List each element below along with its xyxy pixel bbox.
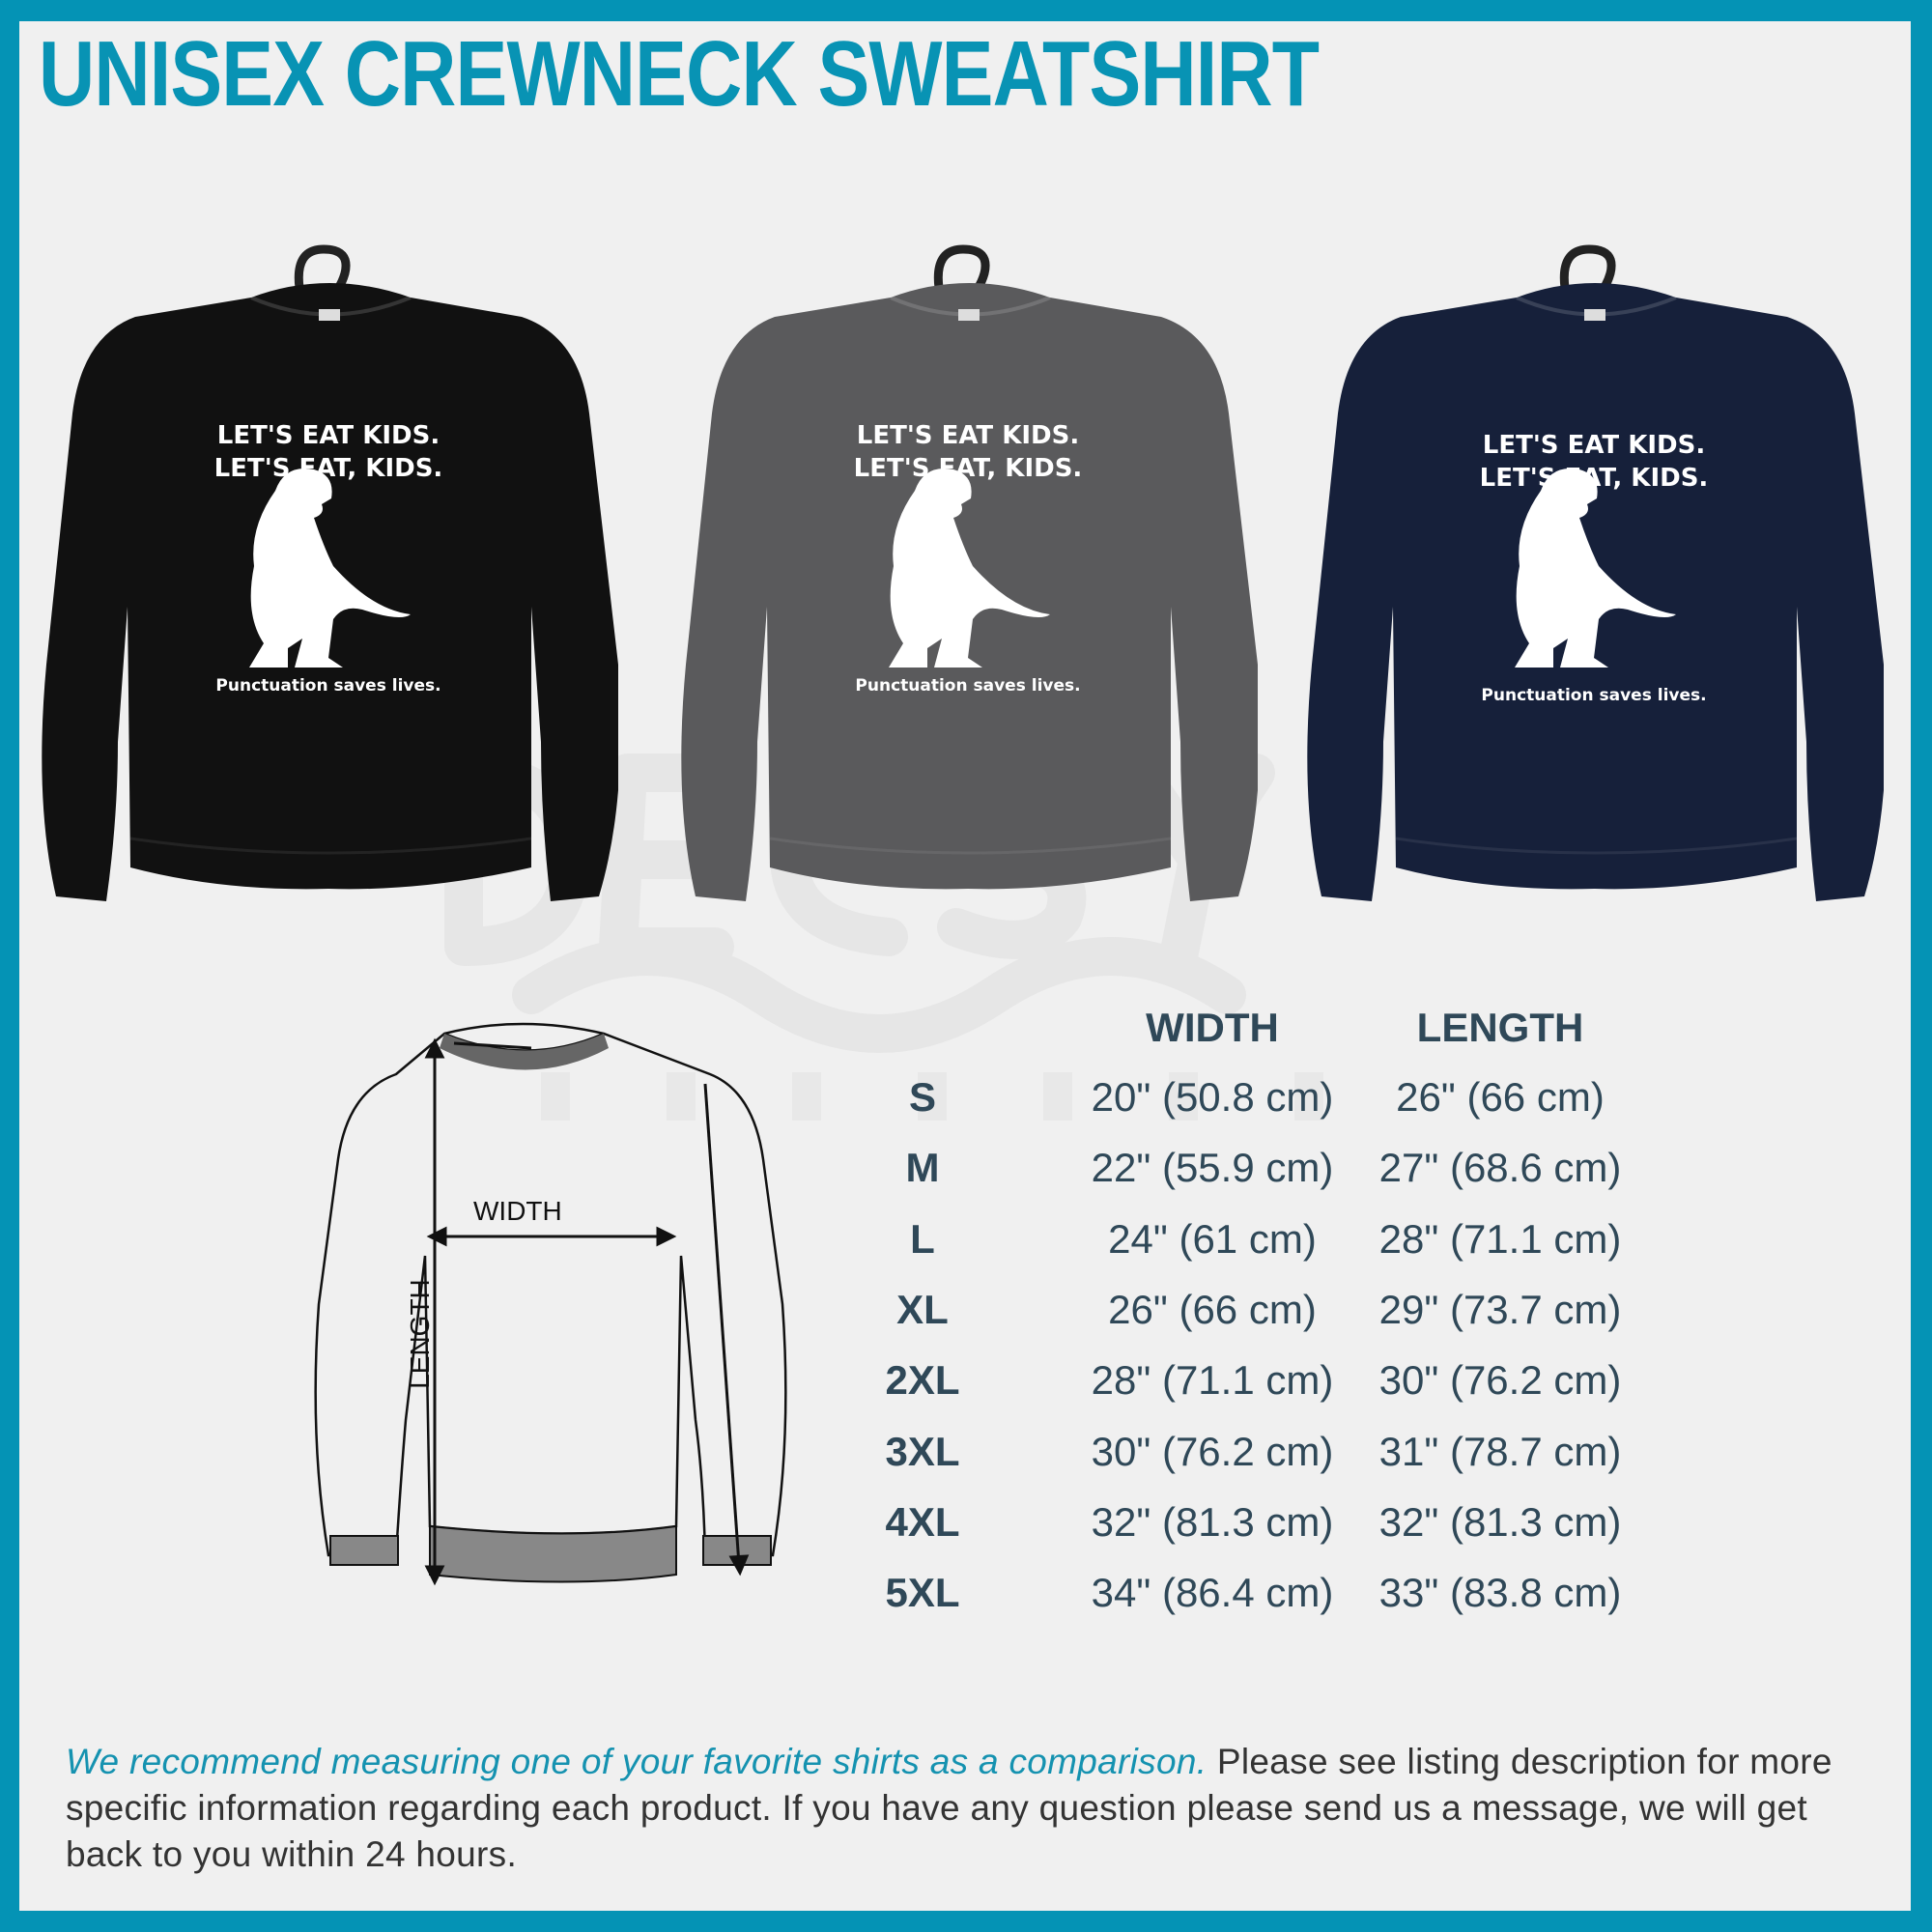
sweatshirt-black: LET'S EAT KIDS. LET'S EAT, KIDS. Punctuat… xyxy=(39,201,618,916)
table-row: XL 26" (66 cm) 29" (73.7 cm) xyxy=(850,1287,1681,1345)
size-cell: S xyxy=(908,1074,936,1120)
length-cell: 30" (76.2 cm) xyxy=(1378,1357,1622,1404)
length-cell: 33" (83.8 cm) xyxy=(1378,1570,1622,1616)
sweatshirt-outline xyxy=(314,1022,787,1586)
shirt-line-1: LET'S EAT KIDS. xyxy=(1482,431,1706,460)
table-row: S 20" (50.8 cm) 26" (66 cm) xyxy=(850,1074,1681,1132)
length-label: LENGTH xyxy=(405,1279,435,1389)
width-cell: 24" (61 cm) xyxy=(1108,1215,1317,1262)
table-row: 2XL 28" (71.1 cm) 30" (76.2 cm) xyxy=(850,1357,1681,1415)
table-row: L 24" (61 cm) 28" (71.1 cm) xyxy=(850,1216,1681,1274)
shirt-line-1: LET'S EAT KIDS. xyxy=(856,421,1080,450)
shirt-line-1: LET'S EAT KIDS. xyxy=(216,421,440,450)
size-cell: M xyxy=(905,1145,940,1191)
table-row: M 22" (55.9 cm) 27" (68.6 cm) xyxy=(850,1145,1681,1203)
shirt-caption: Punctuation saves lives. xyxy=(1481,686,1707,705)
width-label: WIDTH xyxy=(473,1196,562,1226)
length-cell: 27" (68.6 cm) xyxy=(1378,1145,1622,1191)
width-cell: 32" (81.3 cm) xyxy=(1091,1498,1334,1545)
table-header: WIDTH LENGTH xyxy=(850,1005,1681,1063)
shirt-caption: Punctuation saves lives. xyxy=(215,676,441,696)
page-title: UNISEX CREWNECK SWEATSHIRT xyxy=(39,22,1320,126)
header-width: WIDTH xyxy=(1146,1005,1279,1050)
width-cell: 22" (55.9 cm) xyxy=(1091,1145,1334,1191)
measurement-diagram: WIDTH LENGTH xyxy=(242,1014,802,1594)
width-cell: 26" (66 cm) xyxy=(1108,1286,1317,1332)
shirt-line-2: LET'S EAT, KIDS. xyxy=(213,454,443,483)
size-cell: 3XL xyxy=(885,1428,960,1474)
header-length: LENGTH xyxy=(1416,1005,1584,1050)
table-row: 5XL 34" (86.4 cm) 33" (83.8 cm) xyxy=(850,1570,1681,1628)
footer-body: Please see listing description for more … xyxy=(66,1742,1833,1874)
sweatshirt-image xyxy=(1304,201,1884,916)
shirt-line-2: LET'S EAT, KIDS. xyxy=(1479,464,1709,493)
length-cell: 28" (71.1 cm) xyxy=(1378,1215,1622,1262)
footer-emphasis: We recommend measuring one of your favor… xyxy=(66,1742,1208,1781)
size-cell: 2XL xyxy=(885,1357,960,1404)
width-cell: 30" (76.2 cm) xyxy=(1091,1428,1334,1474)
sweatshirt-navy: LET'S EAT KIDS. LET'S EAT, KIDS. Punctuat… xyxy=(1304,201,1884,916)
width-cell: 28" (71.1 cm) xyxy=(1091,1357,1334,1404)
table-row: 4XL 32" (81.3 cm) 32" (81.3 cm) xyxy=(850,1499,1681,1557)
width-cell: 20" (50.8 cm) xyxy=(1091,1074,1334,1120)
sweatshirt-image xyxy=(678,201,1258,916)
width-cell: 34" (86.4 cm) xyxy=(1091,1570,1334,1616)
sweatshirt-grey: LET'S EAT KIDS. LET'S EAT, KIDS. Punctuat… xyxy=(678,201,1258,916)
size-cell: L xyxy=(910,1215,935,1262)
footer-note: We recommend measuring one of your favor… xyxy=(66,1739,1862,1878)
length-cell: 29" (73.7 cm) xyxy=(1378,1286,1622,1332)
length-cell: 32" (81.3 cm) xyxy=(1378,1498,1622,1545)
length-cell: 31" (78.7 cm) xyxy=(1378,1428,1622,1474)
length-cell: 26" (66 cm) xyxy=(1396,1074,1605,1120)
table-row: 3XL 30" (76.2 cm) 31" (78.7 cm) xyxy=(850,1429,1681,1487)
size-cell: XL xyxy=(896,1286,949,1332)
shirt-caption: Punctuation saves lives. xyxy=(855,676,1081,696)
shirt-line-2: LET'S EAT, KIDS. xyxy=(853,454,1083,483)
sweatshirt-image xyxy=(39,201,618,916)
size-cell: 5XL xyxy=(885,1570,960,1616)
size-cell: 4XL xyxy=(885,1498,960,1545)
